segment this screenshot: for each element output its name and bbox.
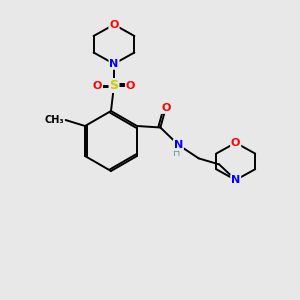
Text: N: N [110, 59, 118, 69]
Text: N: N [174, 140, 183, 150]
Text: O: O [109, 20, 119, 30]
Text: S: S [110, 79, 118, 92]
Text: H: H [173, 148, 181, 158]
Text: O: O [126, 80, 135, 91]
Text: O: O [231, 138, 240, 148]
Text: CH₃: CH₃ [44, 115, 64, 125]
Text: N: N [231, 175, 240, 185]
Text: O: O [93, 80, 102, 91]
Text: O: O [161, 103, 170, 113]
